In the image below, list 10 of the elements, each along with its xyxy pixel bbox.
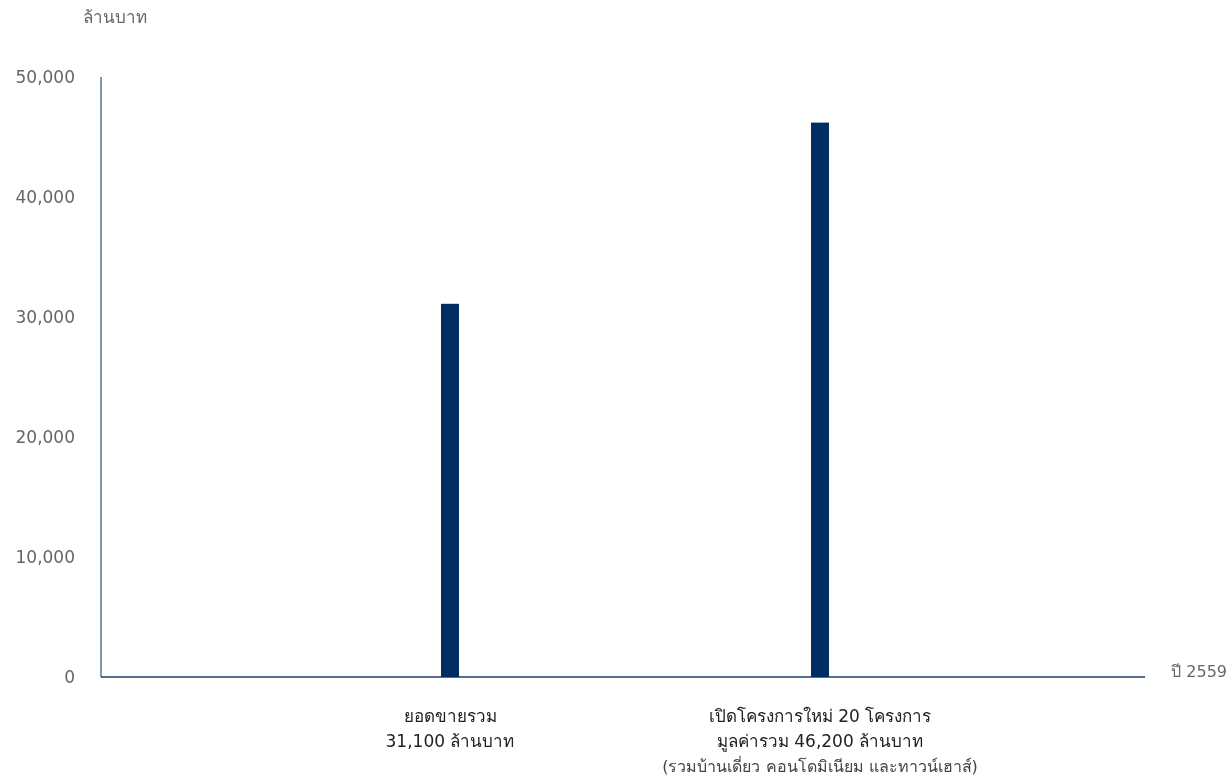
x-tick-label: เปิดโครงการใหม่ 20 โครงการ มูลค่ารวม 46,200 ล้านบาท (รวมบ้านเดี่ยว คอนโดมิเนียม และทาวน์เฮาส์) [662,706,978,776]
x-axis-title: ปี 2559 [1171,662,1227,681]
y-tick-label: 10,000 [15,547,75,567]
y-tick-label: 0 [64,667,75,687]
x-tick-label: ยอดขายรวม 31,100 ล้านบาท [385,706,515,751]
y-tick-label: 30,000 [15,307,75,327]
y-tick-label: 50,000 [15,67,75,87]
y-axis-title: ล้านบาท [83,7,147,27]
y-tick-label: 20,000 [15,427,75,447]
y-tick-label: 40,000 [15,187,75,207]
